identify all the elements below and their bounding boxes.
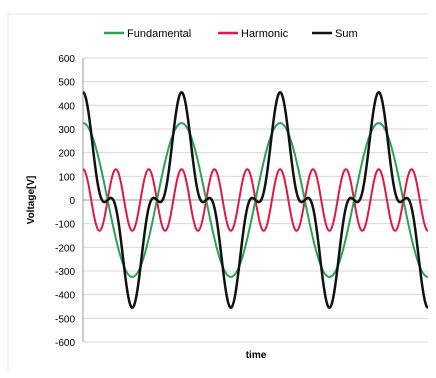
y-tick-label: -400 [55,291,75,302]
y-tick-label: -200 [55,243,75,254]
legend-label-fundamental: Fundamental [127,28,191,40]
legend-label-sum: Sum [335,28,358,40]
y-tick-label: 100 [58,172,75,183]
y-tick-label: -600 [55,338,75,349]
series-lines [82,91,429,309]
y-tick-label: -500 [55,314,75,325]
y-tick-label: -300 [55,267,75,278]
y-axis-label: Voltage[V] [26,176,37,225]
y-tick-label: 500 [58,78,75,89]
y-tick-label: 0 [69,196,75,207]
legend: Fundamental Harmonic Sum [104,28,358,40]
series-line-sum [82,91,429,309]
y-axis-tick-labels: 600 500 400 300 200 100 0 -100 -200 -300 -400 -500 -… [55,54,75,349]
y-tick-label: 600 [58,54,75,65]
y-tick-label: 400 [58,101,75,112]
legend-label-harmonic: Harmonic [241,28,289,40]
y-tick-label: 200 [58,149,75,160]
y-tick-label: -100 [55,220,75,231]
y-tick-label: 300 [58,125,75,136]
x-axis-label: time [246,350,267,361]
